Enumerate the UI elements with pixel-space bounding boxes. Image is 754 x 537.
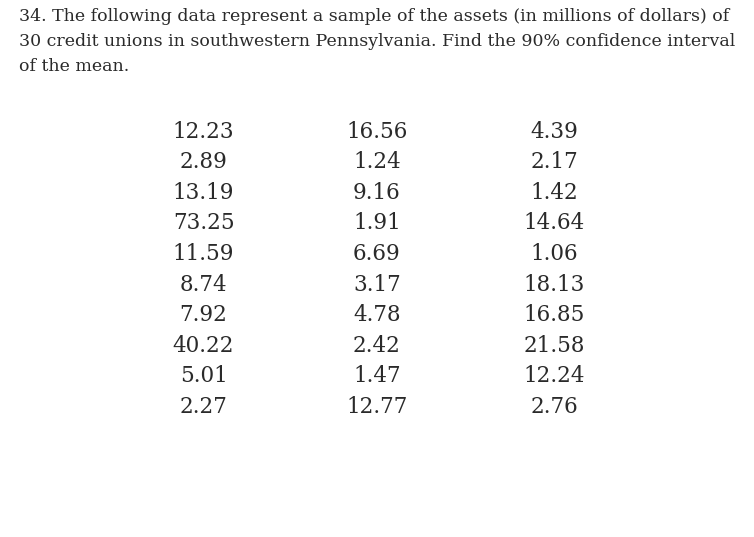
Text: 40.22: 40.22 [173, 335, 234, 357]
Text: 1.24: 1.24 [353, 151, 401, 173]
Text: 12.23: 12.23 [173, 121, 234, 142]
Text: 16.85: 16.85 [523, 304, 585, 326]
Text: 2.27: 2.27 [179, 396, 228, 418]
Text: 12.77: 12.77 [346, 396, 408, 418]
Text: 1.42: 1.42 [530, 182, 578, 204]
Text: 4.39: 4.39 [530, 121, 578, 142]
Text: 18.13: 18.13 [523, 274, 585, 295]
Text: 1.06: 1.06 [530, 243, 578, 265]
Text: 1.47: 1.47 [353, 366, 401, 387]
Text: 4.78: 4.78 [353, 304, 401, 326]
Text: 2.42: 2.42 [353, 335, 401, 357]
Text: 34. The following data represent a sample of the assets (in millions of dollars): 34. The following data represent a sampl… [19, 8, 735, 75]
Text: 9.16: 9.16 [353, 182, 401, 204]
Text: 3.17: 3.17 [353, 274, 401, 295]
Text: 11.59: 11.59 [173, 243, 234, 265]
Text: 8.74: 8.74 [179, 274, 228, 295]
Text: 14.64: 14.64 [523, 213, 585, 234]
Text: 6.69: 6.69 [353, 243, 401, 265]
Text: 2.89: 2.89 [179, 151, 228, 173]
Text: 73.25: 73.25 [173, 213, 234, 234]
Text: 16.56: 16.56 [346, 121, 408, 142]
Text: 2.17: 2.17 [530, 151, 578, 173]
Text: 21.58: 21.58 [523, 335, 585, 357]
Text: 7.92: 7.92 [179, 304, 228, 326]
Text: 1.91: 1.91 [353, 213, 401, 234]
Text: 2.76: 2.76 [530, 396, 578, 418]
Text: 13.19: 13.19 [173, 182, 234, 204]
Text: 12.24: 12.24 [523, 366, 585, 387]
Text: 5.01: 5.01 [179, 366, 228, 387]
